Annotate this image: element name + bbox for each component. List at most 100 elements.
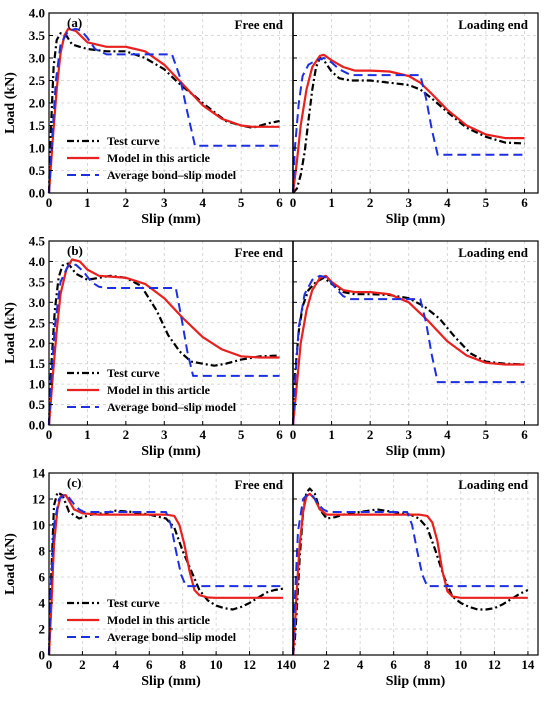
x-tick-label: 5 (238, 195, 245, 210)
subplot-loading-end: 0 2 4 6 8 10 12 14 Slip (mm) Loading end (290, 473, 538, 689)
x-tick-label: 3 (161, 195, 168, 210)
y-tick-label: 0.0 (29, 418, 45, 433)
x-axis-label: Slip (mm) (141, 212, 201, 227)
x-tick-label: 5 (238, 427, 245, 442)
legend-label: Model in this article (107, 383, 211, 397)
x-tick-label: 10 (454, 657, 467, 672)
subplot-loading-end: 0 1 2 3 4 5 6 Slip (mm) Loading end (290, 241, 538, 459)
series-model-in-this-article (291, 274, 525, 426)
x-tick-label: 1 (328, 427, 335, 442)
x-tick-label: 3 (161, 427, 168, 442)
y-tick-label: 2 (39, 622, 46, 637)
x-tick-label: 2 (123, 195, 130, 210)
y-tick-label: 2.5 (29, 315, 46, 330)
y-tick-label: 1.5 (29, 356, 46, 371)
x-tick-label: 6 (390, 657, 397, 672)
legend-label: Test curve (107, 596, 160, 610)
x-tick-label: 3 (405, 195, 412, 210)
x-tick-label: 12 (488, 657, 501, 672)
y-tick-label: 3.5 (29, 28, 46, 43)
x-tick-label: 14 (521, 657, 535, 672)
x-tick-label: 0 (290, 657, 297, 672)
x-tick-label: 14 (276, 657, 290, 672)
x-tick-label: 4 (199, 195, 206, 210)
subplot-title: Loading end (458, 17, 528, 32)
y-tick-label: 3.0 (29, 295, 45, 310)
series-test-curve (291, 276, 525, 426)
x-tick-label: 2 (367, 427, 374, 442)
y-tick-label: 2.5 (29, 73, 46, 88)
subplot-title: Free end (235, 477, 284, 492)
x-tick-label: 8 (179, 657, 186, 672)
panel-c: 0 2 4 6 8 10 12 14 Slip (mm) Free end 0 2 4 6 8 10 12 14 S… (3, 466, 539, 689)
x-tick-label: 1 (84, 195, 91, 210)
x-tick-label: 5 (483, 195, 490, 210)
y-tick-label: 14 (32, 466, 46, 481)
x-tick-label: 2 (123, 427, 130, 442)
subplot-title: Loading end (458, 245, 528, 260)
y-tick-label: 0 (39, 648, 46, 663)
x-tick-label: 4 (444, 427, 451, 442)
x-tick-label: 4 (113, 657, 120, 672)
y-tick-label: 4.5 (29, 234, 46, 249)
panel-label: (c) (67, 475, 81, 490)
x-tick-label: 0 (290, 427, 297, 442)
x-axis-label: Slip (mm) (386, 212, 446, 227)
legend-label: Test curve (107, 134, 160, 148)
series-test-curve (47, 262, 280, 426)
y-tick-label: 4.0 (29, 6, 45, 21)
y-tick-label: 4 (39, 596, 46, 611)
subplot-free-end: 0 1 2 3 4 5 6 Slip (mm) Free end (46, 241, 293, 459)
x-tick-label: 3 (405, 427, 412, 442)
x-tick-label: 8 (424, 657, 431, 672)
subplot-title: Loading end (458, 477, 528, 492)
x-tick-label: 4 (199, 427, 206, 442)
y-tick-label: 1.0 (29, 377, 45, 392)
series-model-in-this-article (291, 492, 528, 656)
panel-label: (b) (67, 243, 83, 258)
x-axis-label: Slip (mm) (386, 674, 446, 689)
x-tick-label: 5 (483, 427, 490, 442)
panel-label: (a) (67, 15, 82, 30)
y-tick-label: 1.5 (29, 118, 46, 133)
series-average-bond-slip-model (292, 57, 525, 194)
y-tick-label: 6 (39, 570, 46, 585)
subplot-loading-end: 0 1 2 3 4 5 6 Slip (mm) Loading end (290, 13, 538, 227)
series-test-curve (291, 487, 529, 656)
x-tick-label: 2 (367, 195, 374, 210)
x-tick-label: 0 (290, 195, 297, 210)
panel-b: 0 1 2 3 4 5 6 Slip (mm) Free end 0 1 2 3 4 5 6 Slip (mm)… (3, 234, 539, 459)
series-test-curve (47, 491, 284, 656)
legend-label: Average bond–slip model (107, 400, 237, 414)
series-model-in-this-article (47, 27, 280, 194)
x-tick-label: 1 (328, 195, 335, 210)
series-model-in-this-article (47, 258, 280, 426)
subplot-title: Free end (235, 245, 284, 260)
x-tick-label: 4 (444, 195, 451, 210)
y-tick-label: 2.0 (29, 96, 45, 111)
subplot-free-end: 0 2 4 6 8 10 12 14 Slip (mm) Free end (46, 473, 293, 689)
y-tick-label: 3.0 (29, 51, 45, 66)
x-tick-label: 2 (79, 657, 86, 672)
series-average-bond-slip-model (48, 494, 283, 656)
y-tick-label: 0.5 (29, 163, 46, 178)
panel-a: 0 1 2 3 4 5 6 Slip (mm) Free end 0 1 2 3 4 5 6 Slip (mm)… (3, 6, 539, 227)
series-average-bond-slip-model (48, 27, 280, 194)
series-model-in-this-article (291, 53, 525, 194)
legend: Test curve Model in this article Average b… (67, 134, 237, 182)
x-tick-label: 6 (521, 427, 528, 442)
x-tick-label: 6 (146, 657, 153, 672)
series-average-bond-slip-model (48, 263, 280, 426)
x-tick-label: 1 (84, 427, 91, 442)
y-tick-label: 0.0 (29, 186, 45, 201)
x-tick-label: 6 (276, 427, 283, 442)
y-tick-label: 0.5 (29, 397, 46, 412)
subplot-free-end: 0 1 2 3 4 5 6 Slip (mm) Free end (46, 13, 293, 227)
y-tick-label: 4.0 (29, 254, 45, 269)
x-tick-label: 6 (276, 195, 283, 210)
legend-label: Model in this article (107, 613, 211, 627)
x-tick-label: 0 (46, 427, 53, 442)
legend-label: Average bond–slip model (107, 630, 237, 644)
x-tick-label: 6 (521, 195, 528, 210)
